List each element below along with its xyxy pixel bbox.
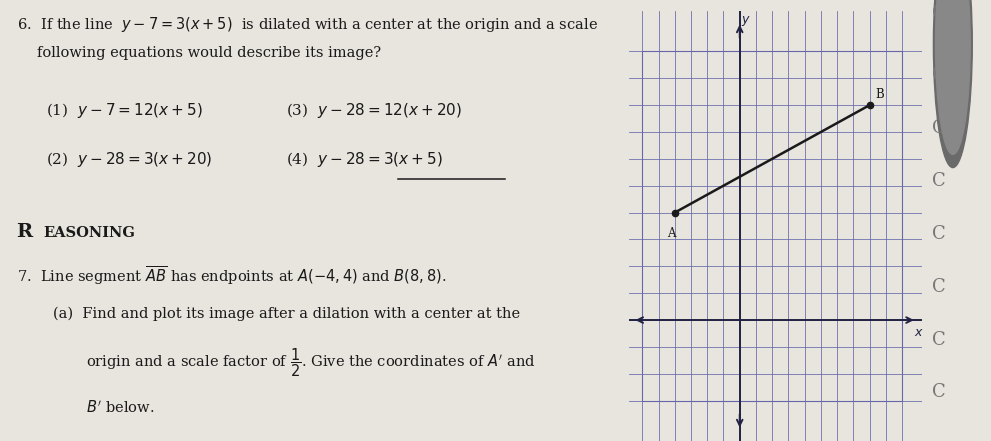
Text: y: y	[741, 13, 749, 26]
Text: origin and a scale factor of $\dfrac{1}{2}$. Give the coordinates of $A'$ and: origin and a scale factor of $\dfrac{1}{…	[86, 346, 536, 379]
Text: 6.  If the line  $y-7=3(x+5)$  is dilated with a center at the origin and a scal: 6. If the line $y-7=3(x+5)$ is dilated w…	[17, 15, 598, 34]
Text: C: C	[932, 66, 945, 84]
Bar	[642, 51, 902, 401]
Text: (3)  $y-28=12(x+20)$: (3) $y-28=12(x+20)$	[285, 101, 462, 120]
Text: $B'$ below.: $B'$ below.	[86, 399, 155, 416]
Text: B: B	[875, 88, 884, 101]
Text: following equations would describe its image?: following equations would describe its i…	[37, 46, 381, 60]
Text: C: C	[932, 331, 945, 348]
Text: 7.  Line segment $\overline{AB}$ has endpoints at $A(-4,4)$ and $B(8,8)$.: 7. Line segment $\overline{AB}$ has endp…	[17, 265, 446, 287]
Text: EASONING: EASONING	[44, 226, 135, 240]
Text: C: C	[932, 172, 945, 190]
Text: A: A	[667, 228, 676, 240]
Circle shape	[936, 0, 970, 154]
Text: (a)  Find and plot its image after a dilation with a center at the: (a) Find and plot its image after a dila…	[54, 306, 520, 321]
Circle shape	[934, 0, 972, 168]
Text: C: C	[932, 384, 945, 401]
Text: (1)  $y-7=12(x+5)$: (1) $y-7=12(x+5)$	[47, 101, 203, 120]
Text: (4)  $y-28=3(x+5)$: (4) $y-28=3(x+5)$	[285, 150, 442, 169]
Text: C: C	[932, 4, 945, 22]
Text: C: C	[932, 119, 945, 137]
Text: C: C	[932, 278, 945, 295]
Text: C: C	[932, 225, 945, 243]
Text: x: x	[915, 325, 922, 339]
Text: R: R	[17, 223, 33, 241]
Text: (2)  $y-28=3(x+20)$: (2) $y-28=3(x+20)$	[47, 150, 213, 169]
